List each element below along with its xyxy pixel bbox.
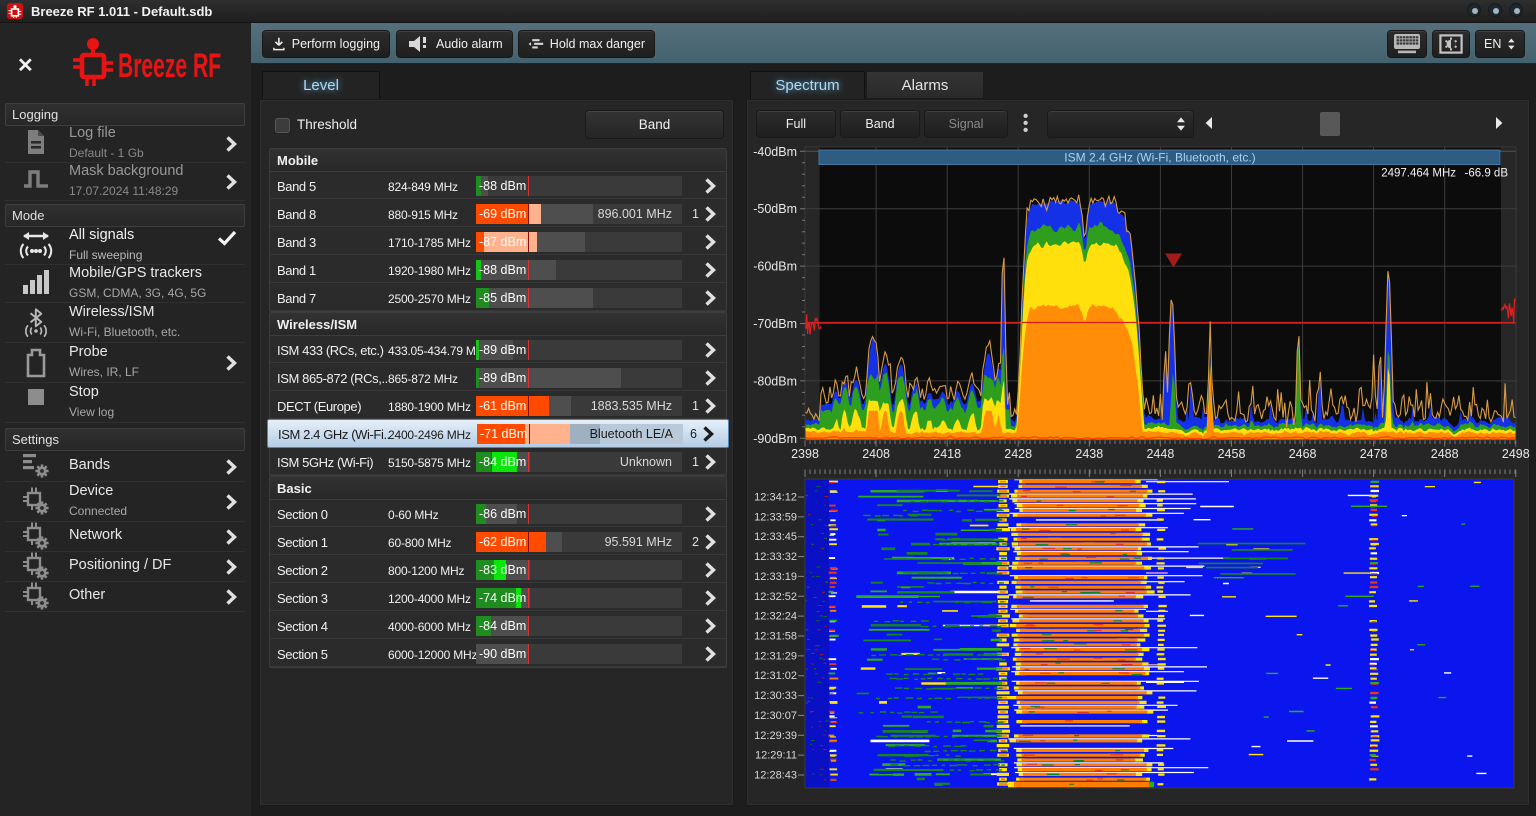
svg-text:2468: 2468	[1289, 447, 1317, 461]
svg-text:2418: 2418	[933, 447, 961, 461]
svg-text:-40dBm: -40dBm	[753, 145, 797, 159]
svg-text:2458: 2458	[1218, 447, 1246, 461]
svg-text:12:33:59: 12:33:59	[754, 511, 797, 523]
svg-text:12:31:29: 12:31:29	[754, 650, 797, 662]
svg-text:2428: 2428	[1004, 447, 1032, 461]
svg-text:ISM 2.4 GHz (Wi-Fi, Bluetooth,: ISM 2.4 GHz (Wi-Fi, Bluetooth, etc.)	[1064, 151, 1255, 165]
svg-text:12:32:52: 12:32:52	[754, 591, 797, 603]
svg-text:12:28:43: 12:28:43	[754, 770, 797, 782]
svg-text:2478: 2478	[1360, 447, 1388, 461]
svg-text:12:30:33: 12:30:33	[754, 690, 797, 702]
svg-text:2408: 2408	[862, 447, 890, 461]
svg-text:2488: 2488	[1431, 447, 1459, 461]
svg-text:12:31:02: 12:31:02	[754, 670, 797, 682]
svg-text:12:30:07: 12:30:07	[754, 710, 797, 722]
svg-text:-66.9 dB: -66.9 dB	[1465, 168, 1509, 180]
svg-text:12:33:45: 12:33:45	[754, 531, 797, 543]
svg-text:-50dBm: -50dBm	[753, 202, 797, 216]
svg-text:-80dBm: -80dBm	[753, 374, 797, 388]
svg-text:2398: 2398	[791, 447, 819, 461]
svg-text:12:29:11: 12:29:11	[755, 750, 797, 762]
svg-text:12:32:24: 12:32:24	[754, 611, 797, 623]
svg-text:12:34:12: 12:34:12	[754, 492, 797, 504]
svg-text:12:29:39: 12:29:39	[754, 730, 797, 742]
svg-text:-60dBm: -60dBm	[753, 260, 797, 274]
svg-text:2497.464 MHz: 2497.464 MHz	[1381, 168, 1456, 180]
svg-text:2498: 2498	[1502, 447, 1530, 461]
svg-text:12:31:58: 12:31:58	[754, 631, 797, 643]
svg-text:12:33:32: 12:33:32	[754, 551, 797, 563]
svg-text:12:33:19: 12:33:19	[754, 571, 797, 583]
svg-text:-70dBm: -70dBm	[753, 317, 797, 331]
svg-text:2448: 2448	[1146, 447, 1174, 461]
svg-text:2438: 2438	[1075, 447, 1103, 461]
svg-text:-90dBm: -90dBm	[753, 432, 797, 446]
